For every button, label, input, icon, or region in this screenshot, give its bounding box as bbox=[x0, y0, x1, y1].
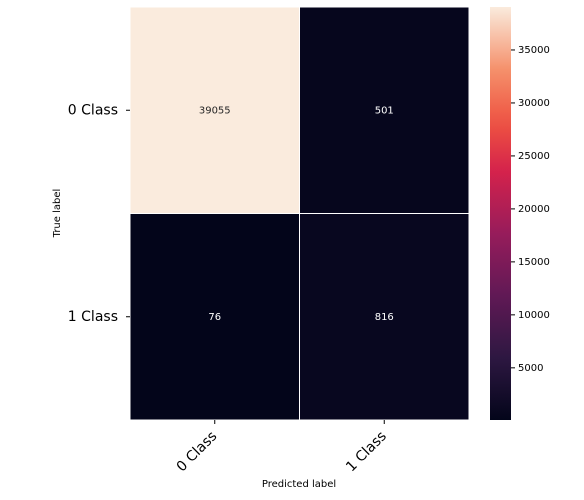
cell-label: 501 bbox=[375, 105, 394, 116]
colorbar-tick-label: 35000 bbox=[518, 45, 550, 56]
y-tick-label: 0 Class bbox=[68, 102, 118, 118]
cell-label: 816 bbox=[375, 312, 394, 323]
heatmap-cell bbox=[129, 6, 300, 214]
colorbar-tick-label: 25000 bbox=[518, 151, 550, 162]
colorbar-tick-label: 10000 bbox=[518, 310, 550, 321]
y-tick-label: 1 Class bbox=[68, 309, 118, 325]
heatmap-cell bbox=[129, 213, 300, 421]
heatmap-cell bbox=[299, 213, 470, 421]
y-axis-label: True label bbox=[52, 189, 63, 239]
x-tick-label: 0 Class bbox=[174, 428, 221, 475]
colorbar-tick-label: 5000 bbox=[518, 363, 543, 374]
colorbar-tick-label: 20000 bbox=[518, 204, 550, 215]
colorbar bbox=[490, 7, 511, 420]
x-tick-label: 1 Class bbox=[343, 428, 390, 475]
colorbar-tick-label: 30000 bbox=[518, 98, 550, 109]
cell-label: 76 bbox=[208, 312, 221, 323]
heatmap-cell bbox=[299, 6, 470, 214]
colorbar-tick-label: 15000 bbox=[518, 257, 550, 268]
cell-label: 39055 bbox=[199, 105, 231, 116]
x-axis-label: Predicted label bbox=[262, 479, 336, 490]
